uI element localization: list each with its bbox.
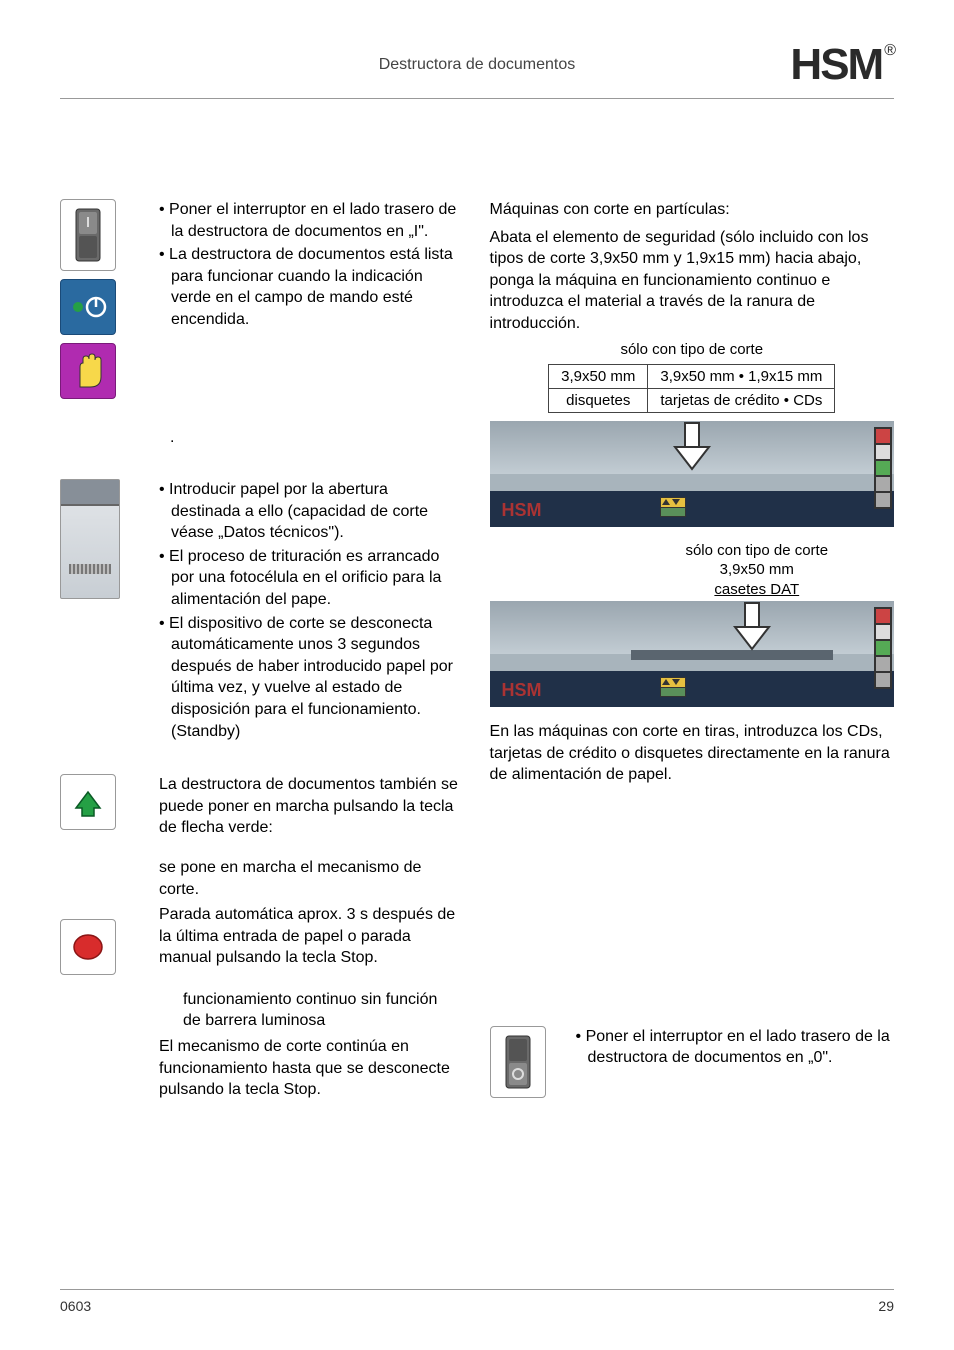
green-arrow-button-icon [60,774,116,830]
registered-icon: ® [884,42,894,60]
machine-indicator-strip [874,607,892,689]
machine-button-panel-icon [660,497,686,517]
green-arrow-para: La destructora de documentos también se … [159,774,460,839]
hand-stop-icon [60,343,116,399]
machine-photo-top-slot: HSM [490,421,894,527]
machine-logo-label: HSM [502,500,542,521]
down-arrow-icon [667,421,717,476]
table-row: 3,9x50 mm 3,9x50 mm • 1,9x15 mm [549,364,835,388]
machine-logo-label: HSM [502,680,542,701]
machine-button-panel-icon [660,677,686,697]
shred-item-1: Introducir papel por la abertura destina… [159,479,460,544]
shred-paper-icon-col [60,479,145,744]
stop-text: Tecleo largo (aprox. 2 s): funcionamient… [159,989,460,1105]
green-arrow-text: La destructora de documentos también se … [159,774,460,973]
table-row: disquetes tarjetas de crédito • CDs [549,388,835,412]
cell-r1c2: 3,9x50 mm • 1,9x15 mm [648,364,835,388]
right-column: Triturar CDs, disquetes, tarjetas de cré… [490,199,894,1135]
particle-intro: Máquinas con corte en partículas: [490,199,894,221]
startup-item-1: Poner el interruptor en el lado trasero … [159,199,460,242]
shred-item-3: El dispositivo de corte se desconecta au… [159,613,460,743]
dat-l3: casetes DAT [620,580,894,600]
logo-text: HSM [790,40,882,90]
green-line1: se pone en marcha el mecanismo de corte. [159,857,460,900]
cut-type-title: sólo con tipo de corte [490,341,894,358]
off-text: Desconexión Poner el interruptor en el l… [576,1026,894,1098]
startup-text: Puesta en marcha Poner el interruptor en… [159,199,460,399]
header-title: Destructora de documentos [260,56,694,74]
machine-indicator-strip [874,427,892,509]
content-columns: Puesta en marcha Poner el interruptor en… [60,199,894,1135]
shred-paper-text: Triturar papel Introducir papel por la a… [159,479,460,744]
dat-labels: sólo con tipo de corte 3,9x50 mm casetes… [490,541,894,600]
shred-item-2: El proceso de trituración es arrancado p… [159,546,460,611]
dat-l1: sólo con tipo de corte [620,541,894,561]
shred-paper-block: Triturar papel Introducir papel por la a… [60,479,460,744]
stop-button-icon [60,919,116,975]
off-item: Poner el interruptor en el lado trasero … [576,1026,894,1069]
brand-logo: HSM ® [694,40,894,90]
stop-block: Tecleo largo (aprox. 2 s): funcionamient… [60,989,460,1105]
startup-block: Puesta en marcha Poner el interruptor en… [60,199,460,399]
page-footer: 0603 29 [60,1289,894,1314]
shredder-front-icon [60,479,120,599]
cell-r2c1: disquetes [549,388,648,412]
cell-r1c1: 3,9x50 mm [549,364,648,388]
stripcut-para: En las máquinas con corte en tiras, intr… [490,721,894,786]
down-arrow-icon [727,601,777,656]
startup-icons [60,199,145,399]
particle-desc: Abata el elemento de seguridad (sólo inc… [490,227,894,335]
dat-l2: 3,9x50 mm [620,560,894,580]
cell-r2c2: tarjetas de crédito • CDs [648,388,835,412]
footer-right: 29 [878,1298,894,1314]
left-column: Puesta en marcha Poner el interruptor en… [60,199,460,1135]
footer-left: 0603 [60,1298,91,1314]
power-led-icon [60,279,116,335]
machine-photo-front-slot: HSM [490,601,894,707]
startup-item-2: La destructora de documentos está lista … [159,244,460,330]
off-icon-col [490,1026,562,1098]
switch-off-block: Desconexión Poner el interruptor en el l… [490,1026,894,1098]
stop-line1: funcionamiento continuo sin función de b… [159,989,460,1032]
page-header: Destructora de documentos HSM ® [60,40,894,99]
rocker-switch-off-icon [490,1026,546,1098]
cut-type-table: 3,9x50 mm 3,9x50 mm • 1,9x15 mm disquete… [548,364,835,413]
green-line2: Parada automática aprox. 3 s después de … [159,904,460,969]
note-dot: . [60,429,460,479]
rocker-switch-icon [60,199,116,271]
stop-line2: El mecanismo de corte continúa en funcio… [159,1036,460,1101]
stop-icon-col [60,919,145,1105]
